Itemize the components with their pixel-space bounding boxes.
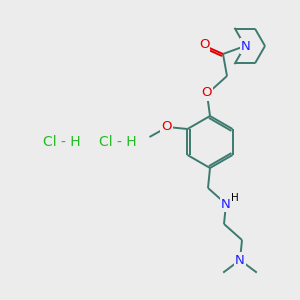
Text: H: H [231, 193, 239, 203]
Text: Cl - H: Cl - H [43, 135, 81, 149]
Text: O: O [161, 119, 172, 133]
Text: Cl - H: Cl - H [99, 135, 137, 149]
Text: N: N [235, 254, 245, 266]
Text: O: O [199, 38, 209, 52]
Text: N: N [241, 40, 251, 52]
Text: O: O [202, 86, 212, 100]
Text: N: N [221, 197, 231, 211]
